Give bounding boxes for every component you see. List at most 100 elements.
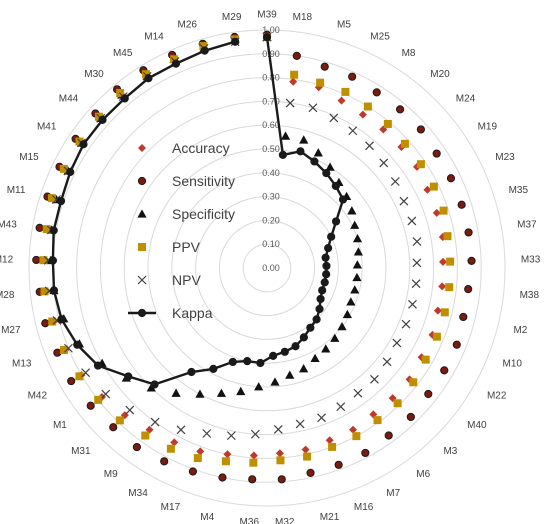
category-label-m8: M8 [402, 48, 416, 59]
kappa-point-m31 [150, 380, 159, 389]
sensitivity-point-m13 [53, 348, 62, 357]
accuracy-point-m17 [196, 447, 205, 456]
ppv-point-m27 [48, 317, 57, 326]
npv-point-m36 [250, 429, 260, 439]
ppv-point-m19 [416, 160, 425, 169]
npv-point-m18 [285, 98, 295, 108]
npv-point-m21 [295, 419, 305, 429]
category-label-m26: M26 [178, 19, 198, 30]
kappa-point-m39 [262, 33, 272, 42]
sensitivity-point-m18 [292, 51, 301, 60]
accuracy-point-m8 [358, 110, 367, 119]
kappa-point-m38 [322, 270, 331, 279]
ppv-point-m8 [363, 102, 372, 111]
kappa-point-m33 [322, 261, 331, 271]
ppv-point-m4 [221, 457, 230, 466]
kappa-point-m45 [144, 74, 153, 83]
ppv-point-m14 [170, 55, 179, 64]
specificity-point-m32 [270, 377, 280, 386]
tick-label: 0.50 [262, 144, 280, 154]
legend-label-accuracy: Accuracy [172, 140, 230, 156]
legend-label-ppv: PPV [172, 239, 201, 255]
kappa-point-m5 [296, 147, 305, 156]
category-label-m7: M7 [386, 488, 400, 499]
ppv-point-m16 [328, 442, 337, 451]
kappa-point-m28 [49, 286, 59, 295]
ppv-point-m36 [249, 458, 258, 467]
tick-label: 0.10 [262, 239, 280, 249]
grid-ring [76, 77, 458, 459]
category-label-m13: M13 [12, 359, 32, 370]
npv-point-m31 [125, 405, 135, 415]
sensitivity-point-m36 [248, 475, 257, 484]
ppv-point-m26 [199, 42, 208, 51]
kappa-point-m18 [278, 150, 287, 159]
sensitivity-point-m21 [306, 468, 315, 477]
npv-point-m7 [336, 402, 346, 412]
sensitivity-point-m5 [320, 62, 329, 71]
category-label-m33: M33 [521, 255, 541, 266]
specificity-point-m3 [330, 333, 340, 342]
category-label-m15: M15 [19, 152, 39, 163]
radial-tick-labels: 0.00 0.10 0.20 0.30 0.40 0.50 0.60 0.70 0.80 0.90… [262, 25, 280, 273]
kappa-point-m37 [321, 253, 330, 262]
category-label-m5: M5 [337, 19, 351, 30]
npv-point-m9 [150, 417, 160, 427]
grid-ring [242, 243, 292, 293]
ppv-point-m5 [316, 78, 325, 87]
legend-label-kappa: Kappa [172, 305, 213, 321]
kappa-point-m35 [324, 244, 333, 253]
kappa-point-m4 [243, 357, 252, 366]
npv-point-m22 [392, 338, 402, 348]
category-label-m34: M34 [128, 488, 148, 499]
kappa-point-m14 [171, 59, 181, 68]
category-label-m23: M23 [495, 152, 515, 163]
category-label-m16: M16 [354, 502, 374, 513]
category-label-m35: M35 [509, 185, 529, 196]
specificity-point-m17 [216, 388, 227, 397]
npv-point-m23 [399, 196, 409, 206]
accuracy-point-m34 [170, 438, 179, 447]
ppv-point-m15 [59, 164, 68, 173]
sensitivity-point-m31 [109, 423, 118, 432]
series-sensitivity [32, 30, 476, 484]
category-label-m9: M9 [104, 469, 118, 480]
kappa-point-m22 [316, 294, 325, 304]
sensitivity-point-m2 [459, 312, 468, 322]
ppv-point-m1 [94, 395, 103, 404]
category-label-m11: M11 [7, 185, 26, 196]
tick-label: 0.30 [262, 192, 280, 202]
grid-ring [28, 29, 506, 507]
kappa-point-m25 [310, 157, 319, 166]
category-label-m42: M42 [28, 391, 48, 402]
npv-point-m3 [370, 374, 379, 384]
specificity-point-m18 [280, 131, 291, 140]
kappa-point-m27 [57, 315, 66, 324]
legend-item-kappa: Kappa [128, 305, 213, 321]
kappa-point-m6 [306, 323, 315, 332]
category-label-m31: M31 [71, 446, 91, 457]
ppv-point-m32 [276, 456, 285, 465]
grid-ring [171, 172, 363, 364]
kappa-point-m26 [200, 46, 209, 55]
category-label-m21: M21 [320, 512, 340, 523]
ppv-point-m3 [393, 399, 402, 408]
npv-point-m40 [382, 357, 392, 367]
grid-ring [123, 124, 411, 412]
ppv-point-m28 [40, 287, 49, 296]
legend-marker-npv [137, 275, 147, 285]
sensitivity-point-m24 [416, 125, 425, 134]
sensitivity-point-m43 [35, 223, 44, 233]
ppv-point-m37 [443, 232, 452, 241]
sensitivity-point-m4 [218, 473, 227, 482]
npv-point-m5 [308, 103, 318, 113]
specificity-point-m19 [347, 206, 357, 215]
ppv-point-m25 [341, 87, 350, 96]
npv-point-m2 [408, 299, 417, 309]
specificity-point-m8 [325, 162, 335, 171]
kappa-point-m40 [315, 304, 324, 314]
sensitivity-point-m27 [41, 319, 50, 328]
kappa-point-m41 [79, 140, 88, 149]
tick-label: 0.00 [262, 263, 280, 273]
